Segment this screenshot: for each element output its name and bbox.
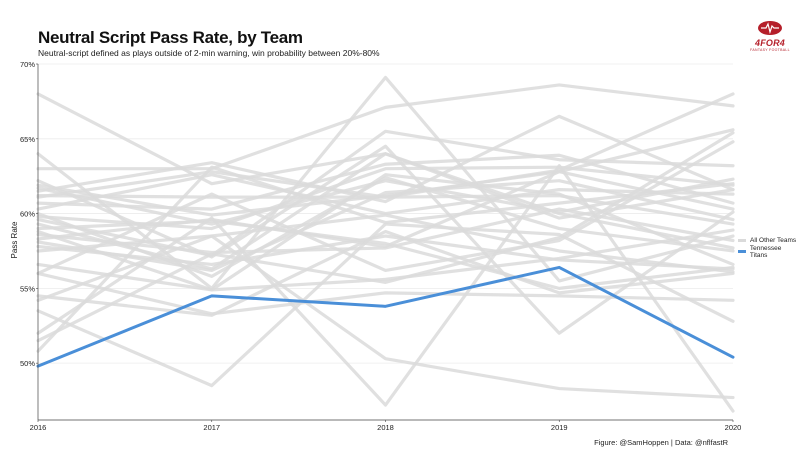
other-team-line — [36, 229, 735, 317]
chart-title: Neutral Script Pass Rate, by Team — [38, 28, 303, 47]
y-tick-label: 65% — [20, 135, 35, 144]
other-team-line — [36, 131, 735, 343]
other-team-line — [36, 170, 735, 249]
other-team-line — [36, 152, 735, 271]
y-tick-label: 60% — [20, 210, 35, 219]
other-team-line — [36, 114, 735, 204]
logo-heartbeat-line — [761, 22, 779, 35]
legend-label-other: All Other Teams — [750, 237, 797, 244]
legend-swatch-other — [738, 239, 746, 242]
y-tick-label: 70% — [20, 60, 35, 69]
other-team-line — [36, 173, 735, 292]
chart-legend: All Other Teams Tennessee Titans — [738, 235, 800, 259]
legend-swatch-highlight — [738, 250, 746, 253]
legend-item-other: All Other Teams — [738, 235, 800, 246]
y-axis-label: Pass Rate — [10, 221, 19, 258]
other-team-line — [36, 213, 735, 274]
x-tick-label: 2017 — [203, 423, 220, 432]
legend-item-highlight: Tennessee Titans — [738, 244, 800, 259]
other-team-line — [36, 179, 735, 273]
grid-lines — [38, 63, 733, 364]
other-team-line — [36, 219, 735, 290]
x-tick-label: 2016 — [30, 423, 47, 432]
other-team-line — [36, 129, 735, 258]
y-tick-label: 50% — [20, 359, 35, 368]
other-team-line — [36, 92, 735, 199]
axes — [36, 63, 734, 422]
x-tick-label: 2018 — [377, 423, 394, 432]
other-team-line — [36, 144, 735, 335]
other-team-line — [36, 164, 735, 413]
logo-tagline: FANTASY FOOTBALL — [750, 48, 790, 52]
other-team-line — [36, 83, 735, 171]
legend-label-highlight: Tennessee Titans — [749, 244, 782, 259]
x-tick-label: 2020 — [725, 423, 742, 432]
other-team-lines — [36, 75, 735, 413]
brand-logo — [758, 21, 782, 35]
logo-football-shape — [758, 21, 782, 35]
chart-subtitle: Neutral-script defined as plays outside … — [38, 48, 380, 58]
other-team-line — [36, 165, 735, 353]
other-team-line — [36, 153, 735, 211]
logo-wordmark: 4FOR4 — [754, 38, 785, 48]
highlight-team-line — [36, 265, 735, 368]
y-tick-label: 55% — [20, 284, 35, 293]
chart-caption: Figure: @SamHoppen | Data: @nflfastR — [594, 438, 728, 447]
x-tick-label: 2019 — [551, 423, 568, 432]
other-team-line — [36, 140, 735, 276]
highlight-team-line-group — [36, 265, 735, 368]
tick-labels: 50% 55% 60% 65% 70% 2016 2017 2018 2019 2020 — [20, 60, 741, 432]
